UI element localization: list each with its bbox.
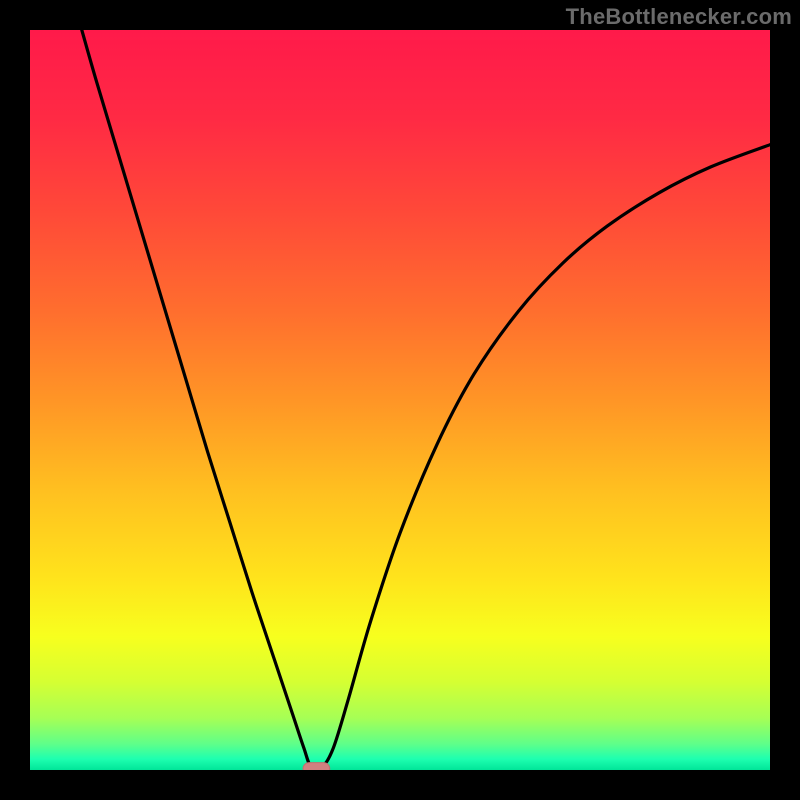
watermark-text: TheBottlenecker.com: [566, 4, 792, 30]
optimal-marker: [303, 763, 330, 770]
chart-container: TheBottlenecker.com: [0, 0, 800, 800]
plot-area: [30, 30, 770, 770]
plot-background: [30, 30, 770, 770]
